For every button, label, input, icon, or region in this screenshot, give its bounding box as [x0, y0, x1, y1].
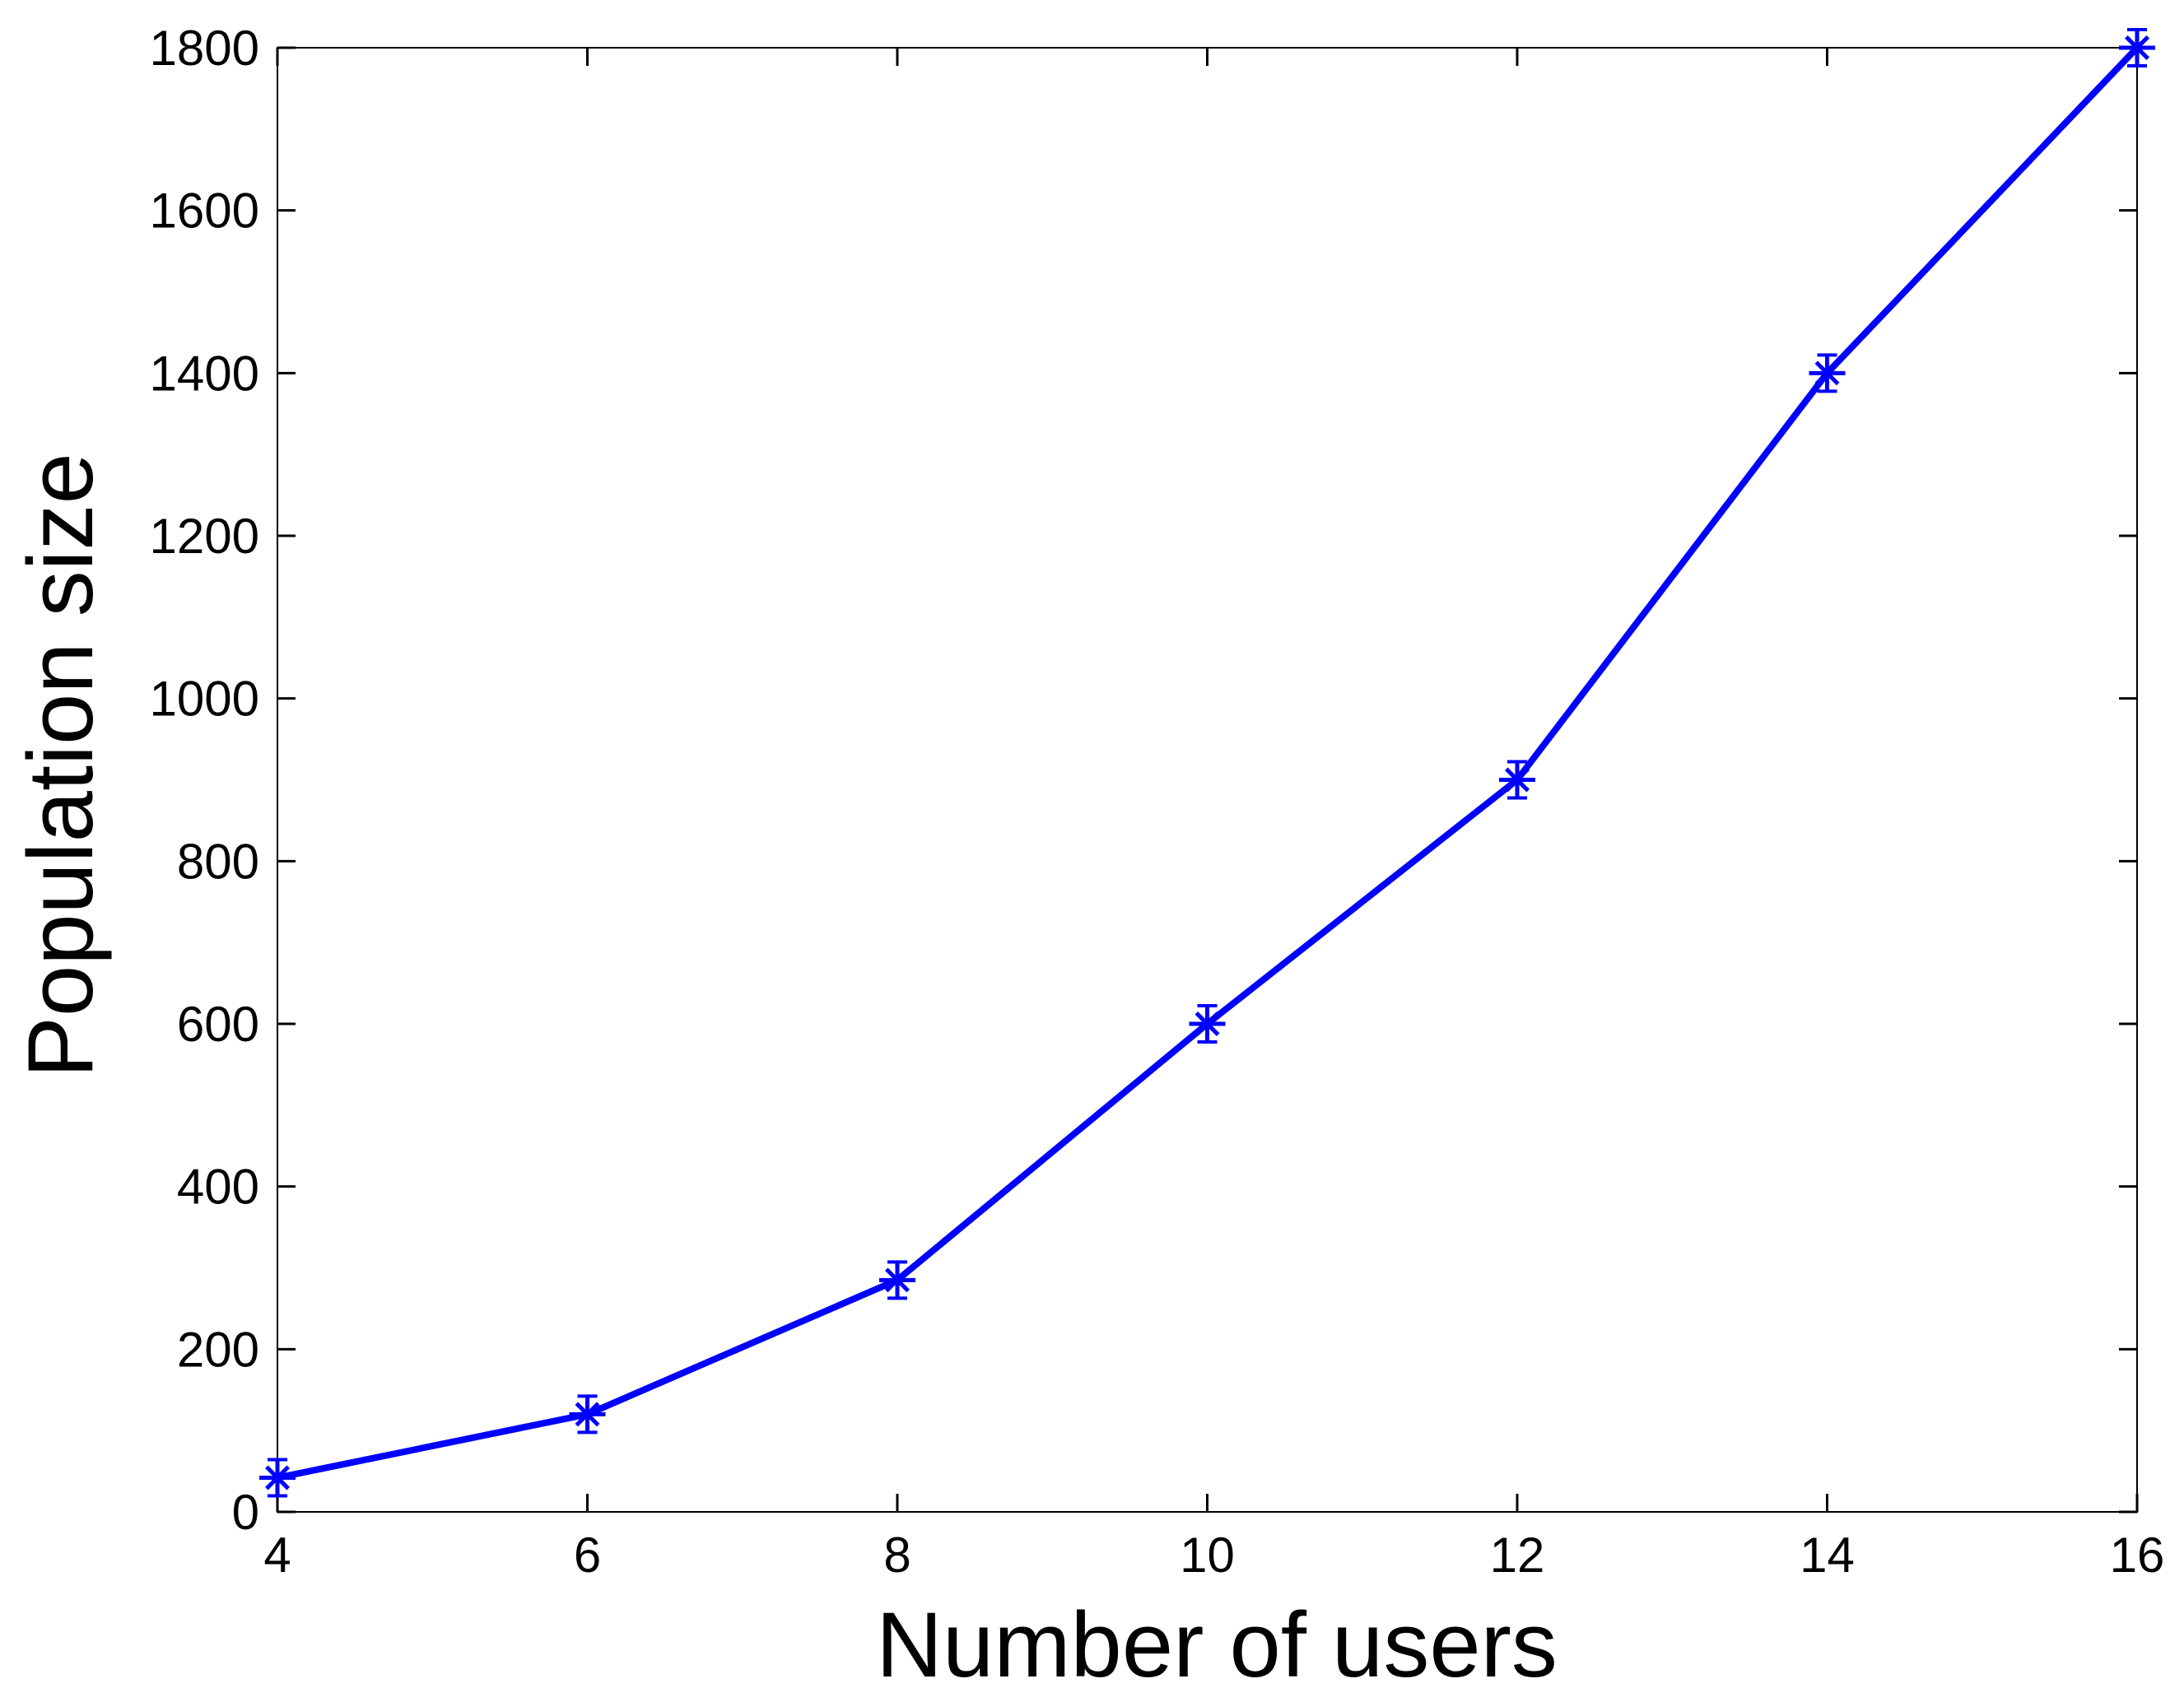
plot-area [277, 48, 2137, 1512]
x-tick-labels: 4 6 8 10 12 14 16 [263, 1528, 2164, 1583]
y-tick-label: 1600 [150, 184, 259, 239]
y-tick-label: 1400 [150, 346, 259, 401]
y-tick-label: 400 [177, 1160, 259, 1215]
x-tick-label: 12 [1490, 1528, 1545, 1583]
y-tick-label: 800 [177, 834, 259, 889]
x-tick-label: 4 [263, 1528, 291, 1583]
y-tick-label: 1800 [150, 21, 259, 76]
data-point-marker [2119, 28, 2155, 67]
x-tick-label: 10 [1180, 1528, 1235, 1583]
y-tick-label: 600 [177, 997, 259, 1052]
data-point-marker [259, 1458, 296, 1498]
x-tick-label: 6 [574, 1528, 601, 1583]
series-layer [259, 28, 2155, 1498]
x-axis-label: Number of users [876, 1593, 1558, 1696]
y-tick-label: 200 [177, 1322, 259, 1377]
data-point-marker [1499, 760, 1535, 800]
data-point-marker [1189, 1004, 1226, 1044]
y-tick-label: 1200 [150, 509, 259, 564]
y-tick-label: 0 [232, 1485, 259, 1540]
y-tick-labels: 0 200 400 600 800 1000 1200 1400 1600 1800 [150, 21, 259, 1540]
x-tick-label: 16 [2110, 1528, 2165, 1583]
y-axis-label: Population size [9, 453, 112, 1078]
data-point-marker [1809, 353, 1846, 393]
data-point-marker [879, 1260, 915, 1300]
y-tick-label: 1000 [150, 672, 259, 727]
data-point-marker [569, 1394, 606, 1435]
x-tick-label: 8 [883, 1528, 910, 1583]
x-tick-label: 14 [1800, 1528, 1855, 1583]
axes-box [277, 47, 2138, 1513]
